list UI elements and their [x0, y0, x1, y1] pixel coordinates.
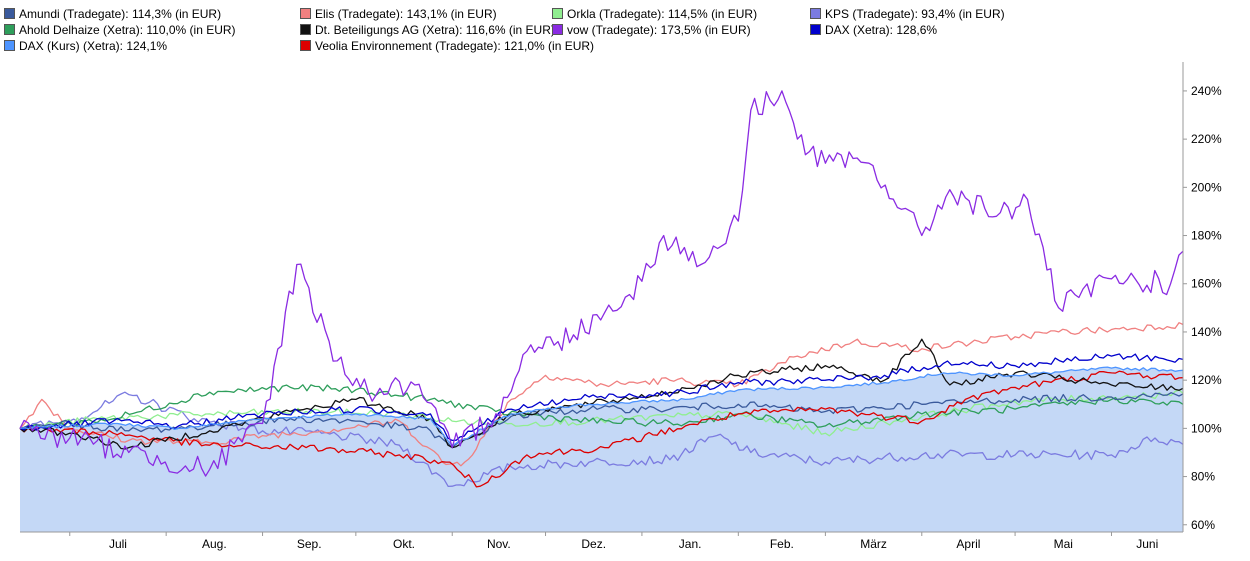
area-fill	[20, 367, 1183, 532]
legend-label: Dt. Beteiligungs AG (Xetra): 116,6% (in …	[315, 23, 555, 37]
series-line	[19, 90, 1184, 477]
legend-swatch	[300, 8, 311, 19]
y-tick-label: 240%	[1191, 84, 1222, 98]
legend-entry[interactable]: DAX (Xetra): 128,6%	[810, 22, 937, 38]
x-tick-label: März	[860, 537, 887, 551]
legend-entry[interactable]: Dt. Beteiligungs AG (Xetra): 116,6% (in …	[300, 22, 555, 38]
legend-label: KPS (Tradegate): 93,4% (in EUR)	[825, 7, 1005, 21]
legend-row: DAX (Kurs) (Xetra): 124,1% Veolia Environ…	[4, 38, 1244, 54]
legend-entry[interactable]: Amundi (Tradegate): 114,3% (in EUR)	[4, 6, 221, 22]
series-line	[19, 392, 1184, 449]
series-line	[19, 389, 1184, 437]
y-tick-label: 60%	[1191, 518, 1215, 532]
y-tick-label: 160%	[1191, 277, 1222, 291]
y-tick-label: 120%	[1191, 373, 1222, 387]
x-tick-label: Jan.	[679, 537, 702, 551]
legend-label: Orkla (Tradegate): 114,5% (in EUR)	[567, 7, 758, 21]
legend-label: vow (Tradegate): 173,5% (in EUR)	[567, 23, 751, 37]
chart-legend: Amundi (Tradegate): 114,3% (in EUR) Elis …	[4, 6, 1244, 54]
y-tick-label: 180%	[1191, 229, 1222, 243]
x-tick-label: Dez.	[581, 537, 606, 551]
legend-swatch	[552, 8, 563, 19]
legend-entry[interactable]: Elis (Tradegate): 143,1% (in EUR)	[300, 6, 497, 22]
y-tick-label: 220%	[1191, 132, 1222, 146]
x-tick-label: Okt.	[393, 537, 415, 551]
x-tick-label: Aug.	[202, 537, 227, 551]
legend-entry[interactable]: DAX (Kurs) (Xetra): 124,1%	[4, 38, 167, 54]
y-tick-label: 80%	[1191, 470, 1215, 484]
legend-swatch	[4, 8, 15, 19]
legend-swatch	[4, 24, 15, 35]
legend-label: Elis (Tradegate): 143,1% (in EUR)	[315, 7, 497, 21]
x-tick-label: Juni	[1136, 537, 1158, 551]
y-tick-label: 100%	[1191, 421, 1222, 435]
series-line	[19, 384, 1184, 430]
legend-swatch	[810, 24, 821, 35]
legend-swatch	[4, 40, 15, 51]
legend-label: Amundi (Tradegate): 114,3% (in EUR)	[19, 7, 222, 21]
legend-entry[interactable]: vow (Tradegate): 173,5% (in EUR)	[552, 22, 751, 38]
series-line	[19, 338, 1184, 450]
series-line	[19, 370, 1184, 488]
legend-swatch	[300, 40, 311, 51]
legend-swatch	[552, 24, 563, 35]
series-line	[19, 366, 1184, 446]
legend-entry[interactable]: Ahold Delhaize (Xetra): 110,0% (in EUR)	[4, 22, 236, 38]
legend-entry[interactable]: KPS (Tradegate): 93,4% (in EUR)	[810, 6, 1005, 22]
series-line	[19, 353, 1184, 442]
x-tick-label: Feb.	[770, 537, 794, 551]
x-tick-label: Nov.	[487, 537, 511, 551]
y-tick-label: 140%	[1191, 325, 1222, 339]
legend-row: Ahold Delhaize (Xetra): 110,0% (in EUR) D…	[4, 22, 1244, 38]
y-tick-label: 200%	[1191, 180, 1222, 194]
legend-label: Ahold Delhaize (Xetra): 110,0% (in EUR)	[19, 23, 236, 37]
x-tick-label: Sep.	[297, 537, 322, 551]
legend-label: Veolia Environnement (Tradegate): 121,0%…	[315, 39, 595, 53]
legend-swatch	[300, 24, 311, 35]
legend-row: Amundi (Tradegate): 114,3% (in EUR) Elis …	[4, 6, 1244, 22]
legend-entry[interactable]: Orkla (Tradegate): 114,5% (in EUR)	[552, 6, 757, 22]
x-tick-label: Juli	[109, 537, 127, 551]
legend-entry[interactable]: Veolia Environnement (Tradegate): 121,0%…	[300, 38, 594, 54]
x-tick-label: April	[956, 537, 980, 551]
x-tick-label: Mai	[1054, 537, 1073, 551]
legend-label: DAX (Kurs) (Xetra): 124,1%	[19, 39, 168, 53]
legend-label: DAX (Xetra): 128,6%	[825, 23, 938, 37]
legend-swatch	[810, 8, 821, 19]
